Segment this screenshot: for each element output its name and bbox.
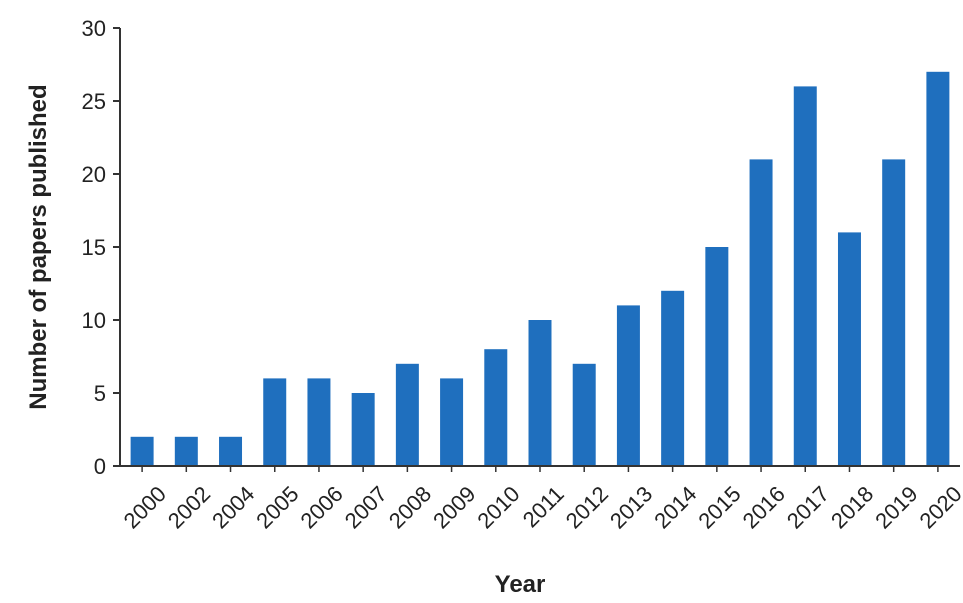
- y-axis-ticks: 0 5 10 15 20 25 30: [82, 16, 120, 479]
- x-tick-label: 2018: [826, 481, 878, 533]
- bar-2019: [882, 159, 906, 466]
- x-tick-label: 2013: [605, 481, 657, 533]
- y-tick-label: 30: [82, 16, 106, 41]
- x-tick-label: 2017: [782, 481, 834, 533]
- bars: [130, 71, 950, 467]
- y-tick-label: 0: [94, 454, 106, 479]
- bar-2009: [440, 378, 464, 466]
- x-tick-label: 2007: [340, 481, 392, 533]
- x-tick-label: 2011: [518, 481, 569, 532]
- y-tick-label: 20: [82, 162, 106, 187]
- y-axis-title: Number of papers published: [25, 84, 52, 409]
- y-tick-label: 15: [82, 235, 106, 260]
- x-axis-ticks: 2000200220042005200620072008200920102011…: [119, 466, 963, 533]
- bar-2014: [661, 290, 685, 466]
- bar-2008: [395, 363, 419, 466]
- bar-2006: [307, 378, 331, 466]
- bar-2010: [484, 349, 508, 466]
- bar-2017: [793, 86, 817, 467]
- bar-2018: [837, 232, 861, 466]
- bar-2004: [219, 436, 243, 466]
- bar-2011: [528, 320, 552, 466]
- bar-2007: [351, 393, 375, 466]
- x-tick-label: 2019: [870, 481, 922, 533]
- bar-2002: [174, 436, 198, 466]
- x-tick-label: 2014: [649, 481, 701, 533]
- x-tick-label: 2002: [163, 481, 215, 533]
- x-tick-label: 2009: [428, 481, 480, 533]
- bar-2016: [749, 159, 773, 466]
- x-tick-label: 2016: [738, 481, 790, 533]
- x-tick-label: 2015: [693, 481, 745, 533]
- y-tick-label: 5: [94, 381, 106, 406]
- x-tick-label: 2005: [251, 481, 303, 533]
- x-tick-label: 2000: [119, 481, 171, 533]
- x-tick-label: 2012: [561, 481, 613, 533]
- x-tick-label: 2010: [472, 481, 524, 533]
- bar-2020: [926, 71, 950, 467]
- x-axis-title: Year: [495, 571, 546, 598]
- x-tick-label: 2020: [914, 481, 963, 533]
- bar-2005: [263, 378, 287, 466]
- y-tick-label: 25: [82, 89, 106, 114]
- bar-2000: [130, 436, 154, 466]
- x-tick-label: 2004: [207, 481, 259, 533]
- x-tick-label: 2006: [296, 481, 348, 533]
- bar-2013: [616, 305, 640, 466]
- x-tick-label: 2008: [384, 481, 436, 533]
- bar-2015: [705, 247, 729, 466]
- y-tick-label: 10: [82, 308, 106, 333]
- bar-2012: [572, 363, 596, 466]
